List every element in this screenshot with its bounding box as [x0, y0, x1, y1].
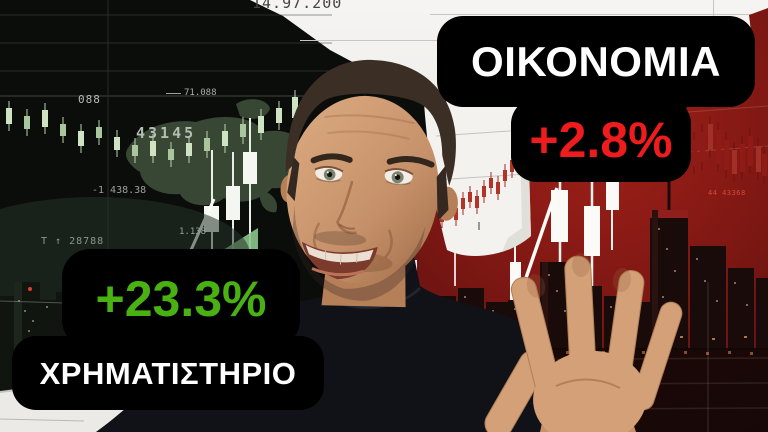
bg-chart-tick	[166, 93, 181, 94]
bg-chart-label-index: 43145	[136, 124, 197, 142]
nostril-shadow	[338, 223, 356, 230]
economy-title-bubble: ΟΙΚΟΝΟΜΙΑ	[437, 16, 755, 107]
stock-market-value-bubble: +23.3%	[62, 249, 300, 348]
economy-value-text: +2.8%	[529, 112, 673, 168]
stubble	[292, 205, 426, 301]
face	[286, 95, 439, 284]
bg-chart-label-top: 14.97.200	[252, 0, 343, 12]
red-candles-group	[692, 116, 767, 184]
bg-chart-label-right: 44 43368	[708, 189, 746, 197]
economy-title-text: ΟΙΚΟΝΟΜΙΑ	[471, 37, 721, 85]
eye-left	[314, 165, 344, 183]
palm-crease	[555, 378, 621, 389]
nose	[335, 180, 357, 235]
light-band-gridline	[430, 14, 768, 15]
sideburn-right	[436, 165, 449, 222]
stock-market-title-text: ΧΡΗΜΑΤΙΣΤΗΡΙΟ	[39, 355, 297, 391]
head	[280, 59, 458, 308]
light-band-gridline	[713, 0, 714, 22]
forehead-line	[324, 114, 415, 125]
eyebrow-left	[310, 153, 353, 164]
bg-chart-label-small: 1.138	[179, 227, 207, 237]
eyebrow-right	[386, 155, 435, 168]
hair	[285, 59, 456, 186]
palm	[533, 350, 647, 432]
green-candles-group	[6, 90, 298, 167]
mouth	[301, 241, 378, 280]
bg-chart-label-axis: 088	[78, 93, 101, 106]
forehead-line	[327, 130, 410, 140]
stock-market-value-text: +23.3%	[95, 270, 267, 327]
bg-chart-label-marker: 71.088	[184, 88, 217, 98]
hand	[484, 253, 683, 432]
upper-lip-shadow	[314, 231, 367, 246]
bg-chart-label-bottom: T ↑ 28788	[41, 236, 105, 247]
eye-right	[384, 167, 414, 186]
stock-market-title-bubble: ΧΡΗΜΑΤΙΣΤΗΡΙΟ	[12, 336, 324, 410]
tower-warning-light	[28, 287, 32, 291]
fingertip-shade	[526, 274, 546, 298]
smile-line-right	[384, 229, 393, 259]
bg-chart-label-mid: -1 438.38	[92, 185, 147, 196]
economy-value-bubble: +2.8%	[511, 98, 691, 182]
sideburn-left	[287, 156, 300, 202]
fingertip-shade	[612, 268, 632, 292]
fingertip-shade	[572, 253, 590, 277]
